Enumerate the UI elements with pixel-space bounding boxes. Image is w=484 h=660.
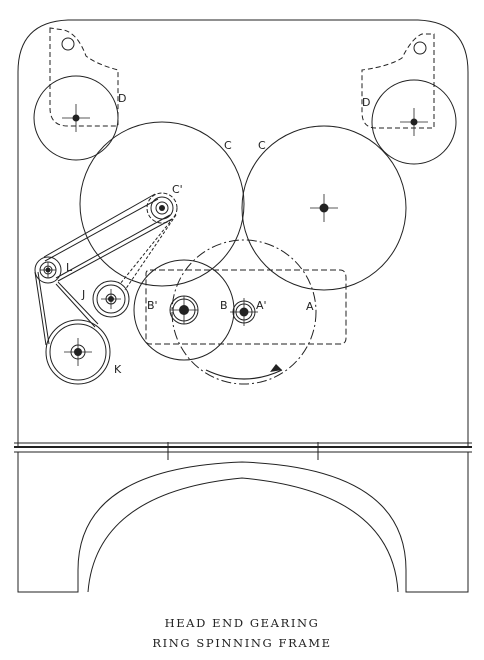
bracket-d-left-slot [61,37,75,51]
label-c-left: C [224,139,232,152]
gear-c-right [241,125,407,291]
rotation-arrow [205,369,283,380]
rotation-arrow-head [270,364,282,372]
chain-c-prime-to-l [43,193,173,282]
label-a-prime: A' [256,299,267,312]
chain-l-to-k [34,271,99,346]
caption-line-2: RING SPINNING FRAME [152,636,332,650]
gear-c-prime-hub [155,201,169,215]
gear-c-prime [146,192,178,224]
frame-base-outline [17,452,469,593]
gear-d-right [371,79,457,165]
label-j: J [81,288,85,301]
bracket-d-right [361,33,435,129]
caption-line-1: HEAD END GEARING [164,616,320,630]
label-k: K [114,363,122,376]
label-c-prime: C' [172,183,183,196]
gear-l [34,256,62,284]
gear-j-mid [96,284,126,314]
gear-a [171,239,317,385]
gear-j [92,280,130,318]
label-b-prime: B' [147,299,158,312]
head-end-gearing-diagram: D D C C C' L J K B' B A' A [14,19,472,593]
gear-housing [145,269,347,345]
center-dots [45,114,418,372]
label-c-right: C [258,139,266,152]
frame-rail [14,442,472,453]
gear-k [45,319,111,385]
label-d-right: D [362,96,370,109]
gear-c-left [79,121,245,287]
frame-outline [17,19,469,446]
gear-d-left [33,75,119,161]
gear-b-prime [133,259,235,361]
label-a: A [306,300,314,313]
bracket-d-right-slot [413,41,427,55]
label-b: B [220,299,228,312]
label-d-left: D [118,92,126,105]
gear-k-inner [49,323,107,381]
label-l: L [66,261,73,274]
bridge-arch [87,477,399,593]
chain-c-prime-to-j [119,214,177,291]
